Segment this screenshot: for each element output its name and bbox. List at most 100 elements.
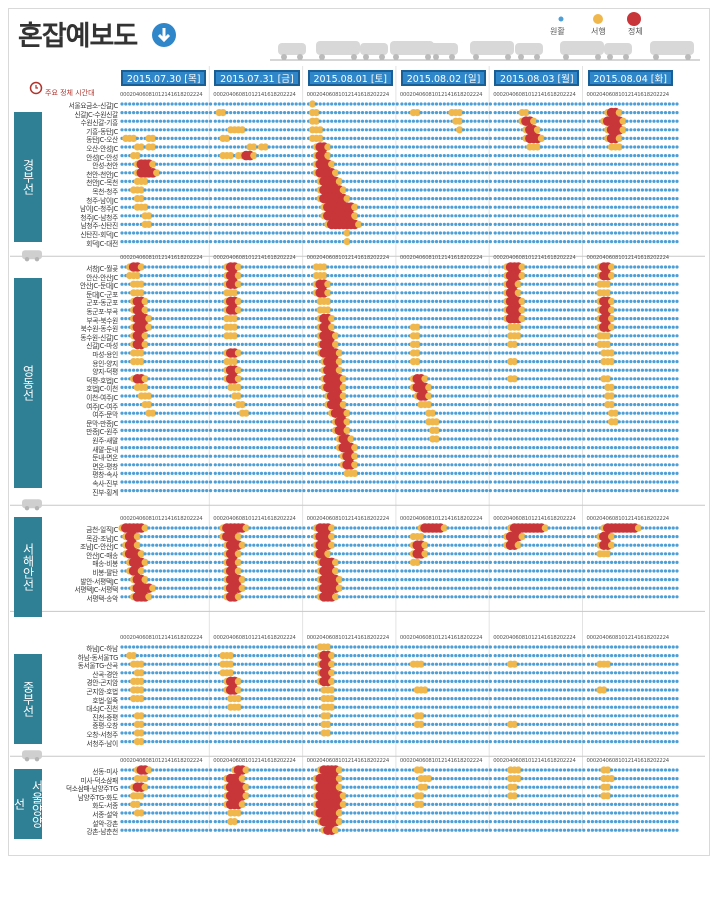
heatmap-cell [298,128,302,132]
heatmap-cell [217,317,221,321]
heatmap-cell [461,368,466,372]
heatmap-cell [555,240,559,244]
heatmap-cell [400,111,404,115]
heatmap-cell [488,265,492,269]
legend-dot-congested [627,12,641,26]
heatmap-cell [124,179,128,183]
heatmap-cell [307,360,311,364]
heatmap-cell [450,394,454,398]
heatmap-cell [598,171,602,175]
heatmap-cell [652,171,656,175]
heatmap-cell [427,308,431,312]
heatmap-cell [458,334,462,338]
heatmap-cell [334,308,338,312]
heatmap-cell [271,489,275,493]
heatmap-cell [193,351,197,355]
heatmap-cell [310,411,315,415]
heatmap-cell [387,463,392,467]
heatmap-cell [395,317,399,321]
heatmap-cell [178,454,182,458]
heatmap-cell [353,197,357,201]
heatmap-cell [419,154,423,158]
heatmap-cell [477,240,481,244]
heatmap-cell [667,205,672,209]
heatmap-cell [213,446,217,450]
heatmap-cell [574,162,578,166]
heatmap-cell [337,471,341,475]
heatmap-cell [427,291,431,295]
heatmap-cell [461,437,466,441]
heatmap-cell [360,179,365,183]
heatmap-cell [182,111,186,115]
heatmap-cell [221,411,225,415]
heatmap-cell [442,145,446,149]
heatmap-cell [170,351,174,355]
heatmap-cell [458,171,462,175]
heatmap-cell [259,317,264,321]
heatmap-cell [505,240,509,244]
heatmap-cell [408,317,412,321]
heatmap-cell [360,111,365,115]
heatmap-cell [598,197,602,201]
heatmap-cell [663,154,668,158]
heatmap-cell [602,188,606,192]
heatmap-cell [151,111,155,115]
heatmap-cell [302,154,306,158]
heatmap-cell [606,205,610,209]
heatmap-cell [158,420,163,424]
heatmap-cell [189,231,193,235]
heatmap-cell [267,274,271,278]
heatmap-cell [271,171,275,175]
heatmap-cell [395,403,399,407]
heatmap-cell [625,128,629,132]
heatmap-cell [415,299,419,303]
heatmap-cell [431,214,435,218]
heatmap-cell [279,111,283,115]
heatmap-cell [349,334,353,338]
heatmap-cell [450,214,454,218]
heatmap-cell [229,171,233,175]
heatmap-cell [357,317,361,321]
heatmap-cell [376,145,380,149]
heatmap-cell [512,145,517,149]
heatmap-cell [598,136,602,140]
heatmap-cell [606,154,610,158]
heatmap-cell [360,334,365,338]
heatmap-cell [170,102,174,106]
heatmap-cell [283,154,287,158]
heatmap-cell [240,385,244,389]
heatmap-cell [384,394,388,398]
heatmap-cell [594,171,598,175]
heatmap-cell [189,334,193,338]
heatmap-cell [298,471,302,475]
heatmap-cell [656,154,660,158]
heatmap-cell [477,334,481,338]
heatmap-cell [209,291,213,295]
heatmap-cell [132,489,136,493]
heatmap-cell [400,351,404,355]
heatmap-cell [566,128,571,132]
heatmap-cell [128,222,132,226]
heatmap-cell [139,119,143,123]
heatmap-cell [158,471,163,475]
heatmap-cell [458,145,462,149]
heatmap-cell [438,291,442,295]
heatmap-cell [283,342,287,346]
heatmap-cell [543,179,547,183]
heatmap-cell [162,420,166,424]
heatmap-cell [290,128,294,132]
heatmap-cell [158,325,163,329]
heatmap-cell [652,231,656,235]
heatmap-cell [351,444,359,452]
heatmap-cell [252,240,256,244]
heatmap-cell [238,126,246,134]
heatmap-cell [488,385,492,389]
heatmap-cell [158,111,163,115]
heatmap-cell [244,240,248,244]
heatmap-cell [582,128,586,132]
heatmap-cell [473,162,477,166]
heatmap-cell [465,265,469,269]
heatmap-cell [461,360,466,364]
heatmap-cell [559,128,563,132]
heatmap-cell [387,197,392,201]
